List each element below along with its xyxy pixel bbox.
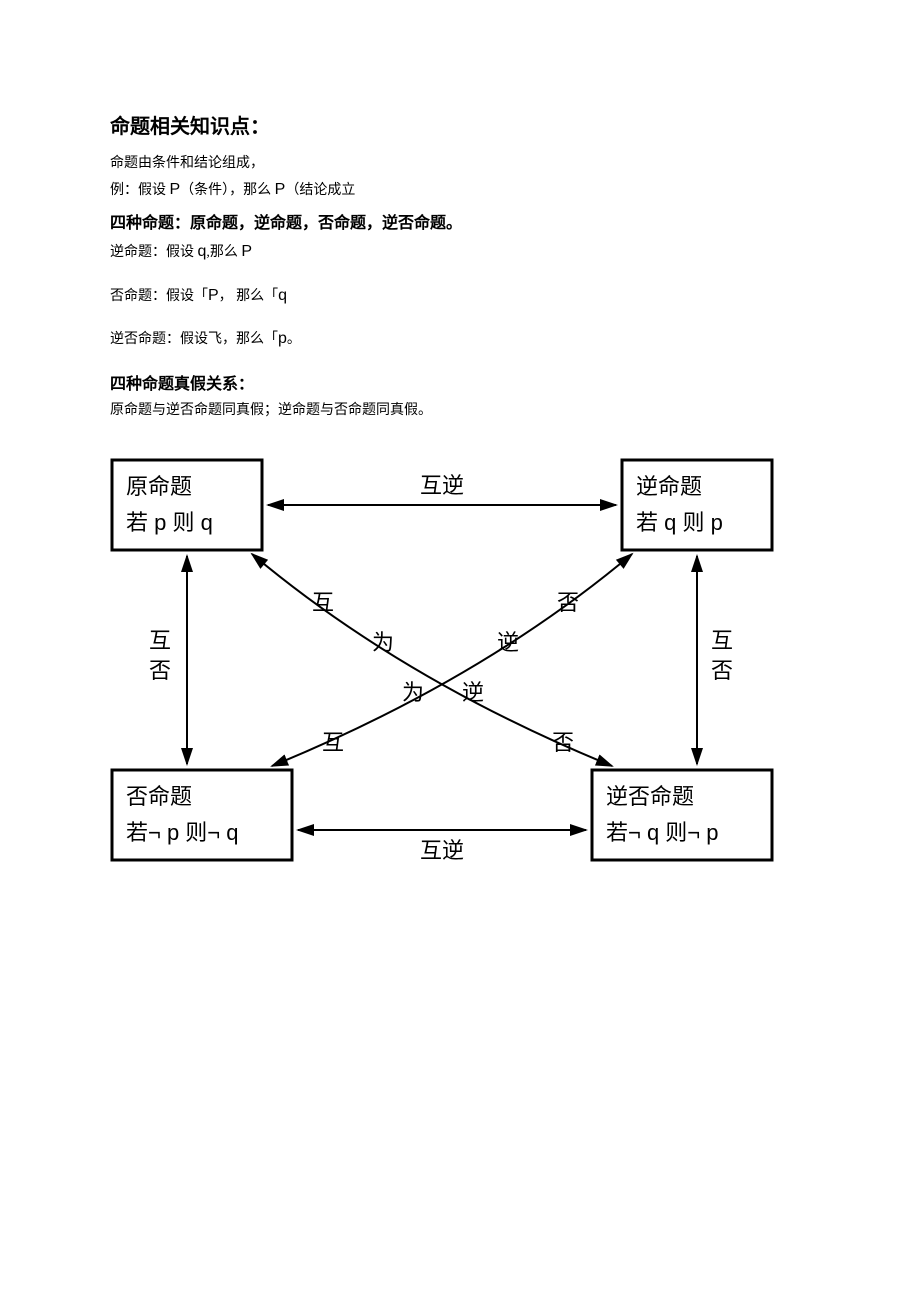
svg-text:若¬ p 则¬ q: 若¬ p 则¬ q xyxy=(126,820,239,845)
subheading-four-types: 四种命题：原命题，逆命题，否命题，逆否命题。 xyxy=(110,209,810,233)
neg-mid: ， 那么「 xyxy=(219,289,279,304)
contra-prefix: 逆否命题：假设飞，那么「 xyxy=(110,332,278,347)
svg-text:逆命题: 逆命题 xyxy=(636,474,702,499)
diagram-svg: 原命题若 p 则 q 逆命题若 q 则 p 否命题若¬ p 则¬ q 逆否命题若¬ q… xyxy=(102,450,802,890)
svg-text:为: 为 xyxy=(372,630,394,655)
svg-text:原命题: 原命题 xyxy=(126,474,192,499)
negation-proposition-line: 否命题：假设「P， 那么「q xyxy=(110,283,810,309)
svg-text:否命题: 否命题 xyxy=(126,784,192,809)
neg-q: q xyxy=(278,287,287,304)
svg-text:否: 否 xyxy=(149,658,171,683)
inverse-prefix: 逆命题：假设 xyxy=(110,245,198,260)
intro-cond-suffix: （条件），那么 xyxy=(180,183,275,198)
svg-text:逆: 逆 xyxy=(462,680,484,705)
svg-text:为: 为 xyxy=(402,680,424,705)
intro-condition-p: P xyxy=(170,181,181,198)
contra-suffix: 。 xyxy=(287,332,301,347)
contrapositive-proposition-line: 逆否命题：假设飞，那么「p。 xyxy=(110,326,810,352)
svg-text:否: 否 xyxy=(711,658,733,683)
subheading-truth-relation: 四种命题真假关系： xyxy=(110,370,810,394)
inverse-mid: ,那么 xyxy=(206,245,241,260)
svg-text:否: 否 xyxy=(552,730,574,755)
page-title: 命题相关知识点： xyxy=(110,110,810,139)
truth-relation-text: 原命题与逆否命题同真假；逆命题与否命题同真假。 xyxy=(110,400,810,422)
inverse-proposition-line: 逆命题：假设 q,那么 P xyxy=(110,239,810,265)
intro-conc-suffix: （结论成立 xyxy=(285,183,355,198)
contra-p: p xyxy=(278,330,287,347)
svg-text:互逆: 互逆 xyxy=(420,838,464,863)
svg-text:互: 互 xyxy=(312,590,334,615)
neg-p: P xyxy=(208,287,219,304)
svg-text:互逆: 互逆 xyxy=(420,473,464,498)
intro-prefix: 例：假设 xyxy=(110,183,170,198)
svg-text:若 q 则 p: 若 q 则 p xyxy=(636,510,723,535)
svg-text:逆否命题: 逆否命题 xyxy=(606,784,694,809)
svg-text:若¬ q 则¬ p: 若¬ q 则¬ p xyxy=(606,820,719,845)
svg-text:互: 互 xyxy=(711,628,733,653)
svg-text:若 p 则 q: 若 p 则 q xyxy=(126,510,213,535)
svg-text:否: 否 xyxy=(557,590,579,615)
proposition-diagram: 原命题若 p 则 q 逆命题若 q 则 p 否命题若¬ p 则¬ q 逆否命题若¬ q… xyxy=(102,450,810,890)
svg-text:互: 互 xyxy=(149,628,171,653)
intro-conclusion-p: P xyxy=(275,181,286,198)
svg-text:逆: 逆 xyxy=(497,630,519,655)
intro-line-2: 例：假设 P（条件），那么 P（结论成立 xyxy=(110,177,810,203)
neg-prefix: 否命题：假设「 xyxy=(110,289,208,304)
inverse-p: P xyxy=(241,243,252,260)
intro-line-1: 命题由条件和结论组成， xyxy=(110,153,810,175)
svg-text:互: 互 xyxy=(322,730,344,755)
